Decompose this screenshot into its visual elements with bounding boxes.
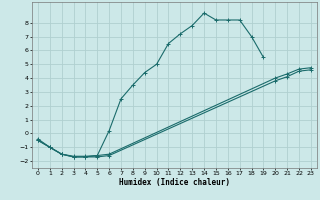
X-axis label: Humidex (Indice chaleur): Humidex (Indice chaleur)	[119, 178, 230, 187]
